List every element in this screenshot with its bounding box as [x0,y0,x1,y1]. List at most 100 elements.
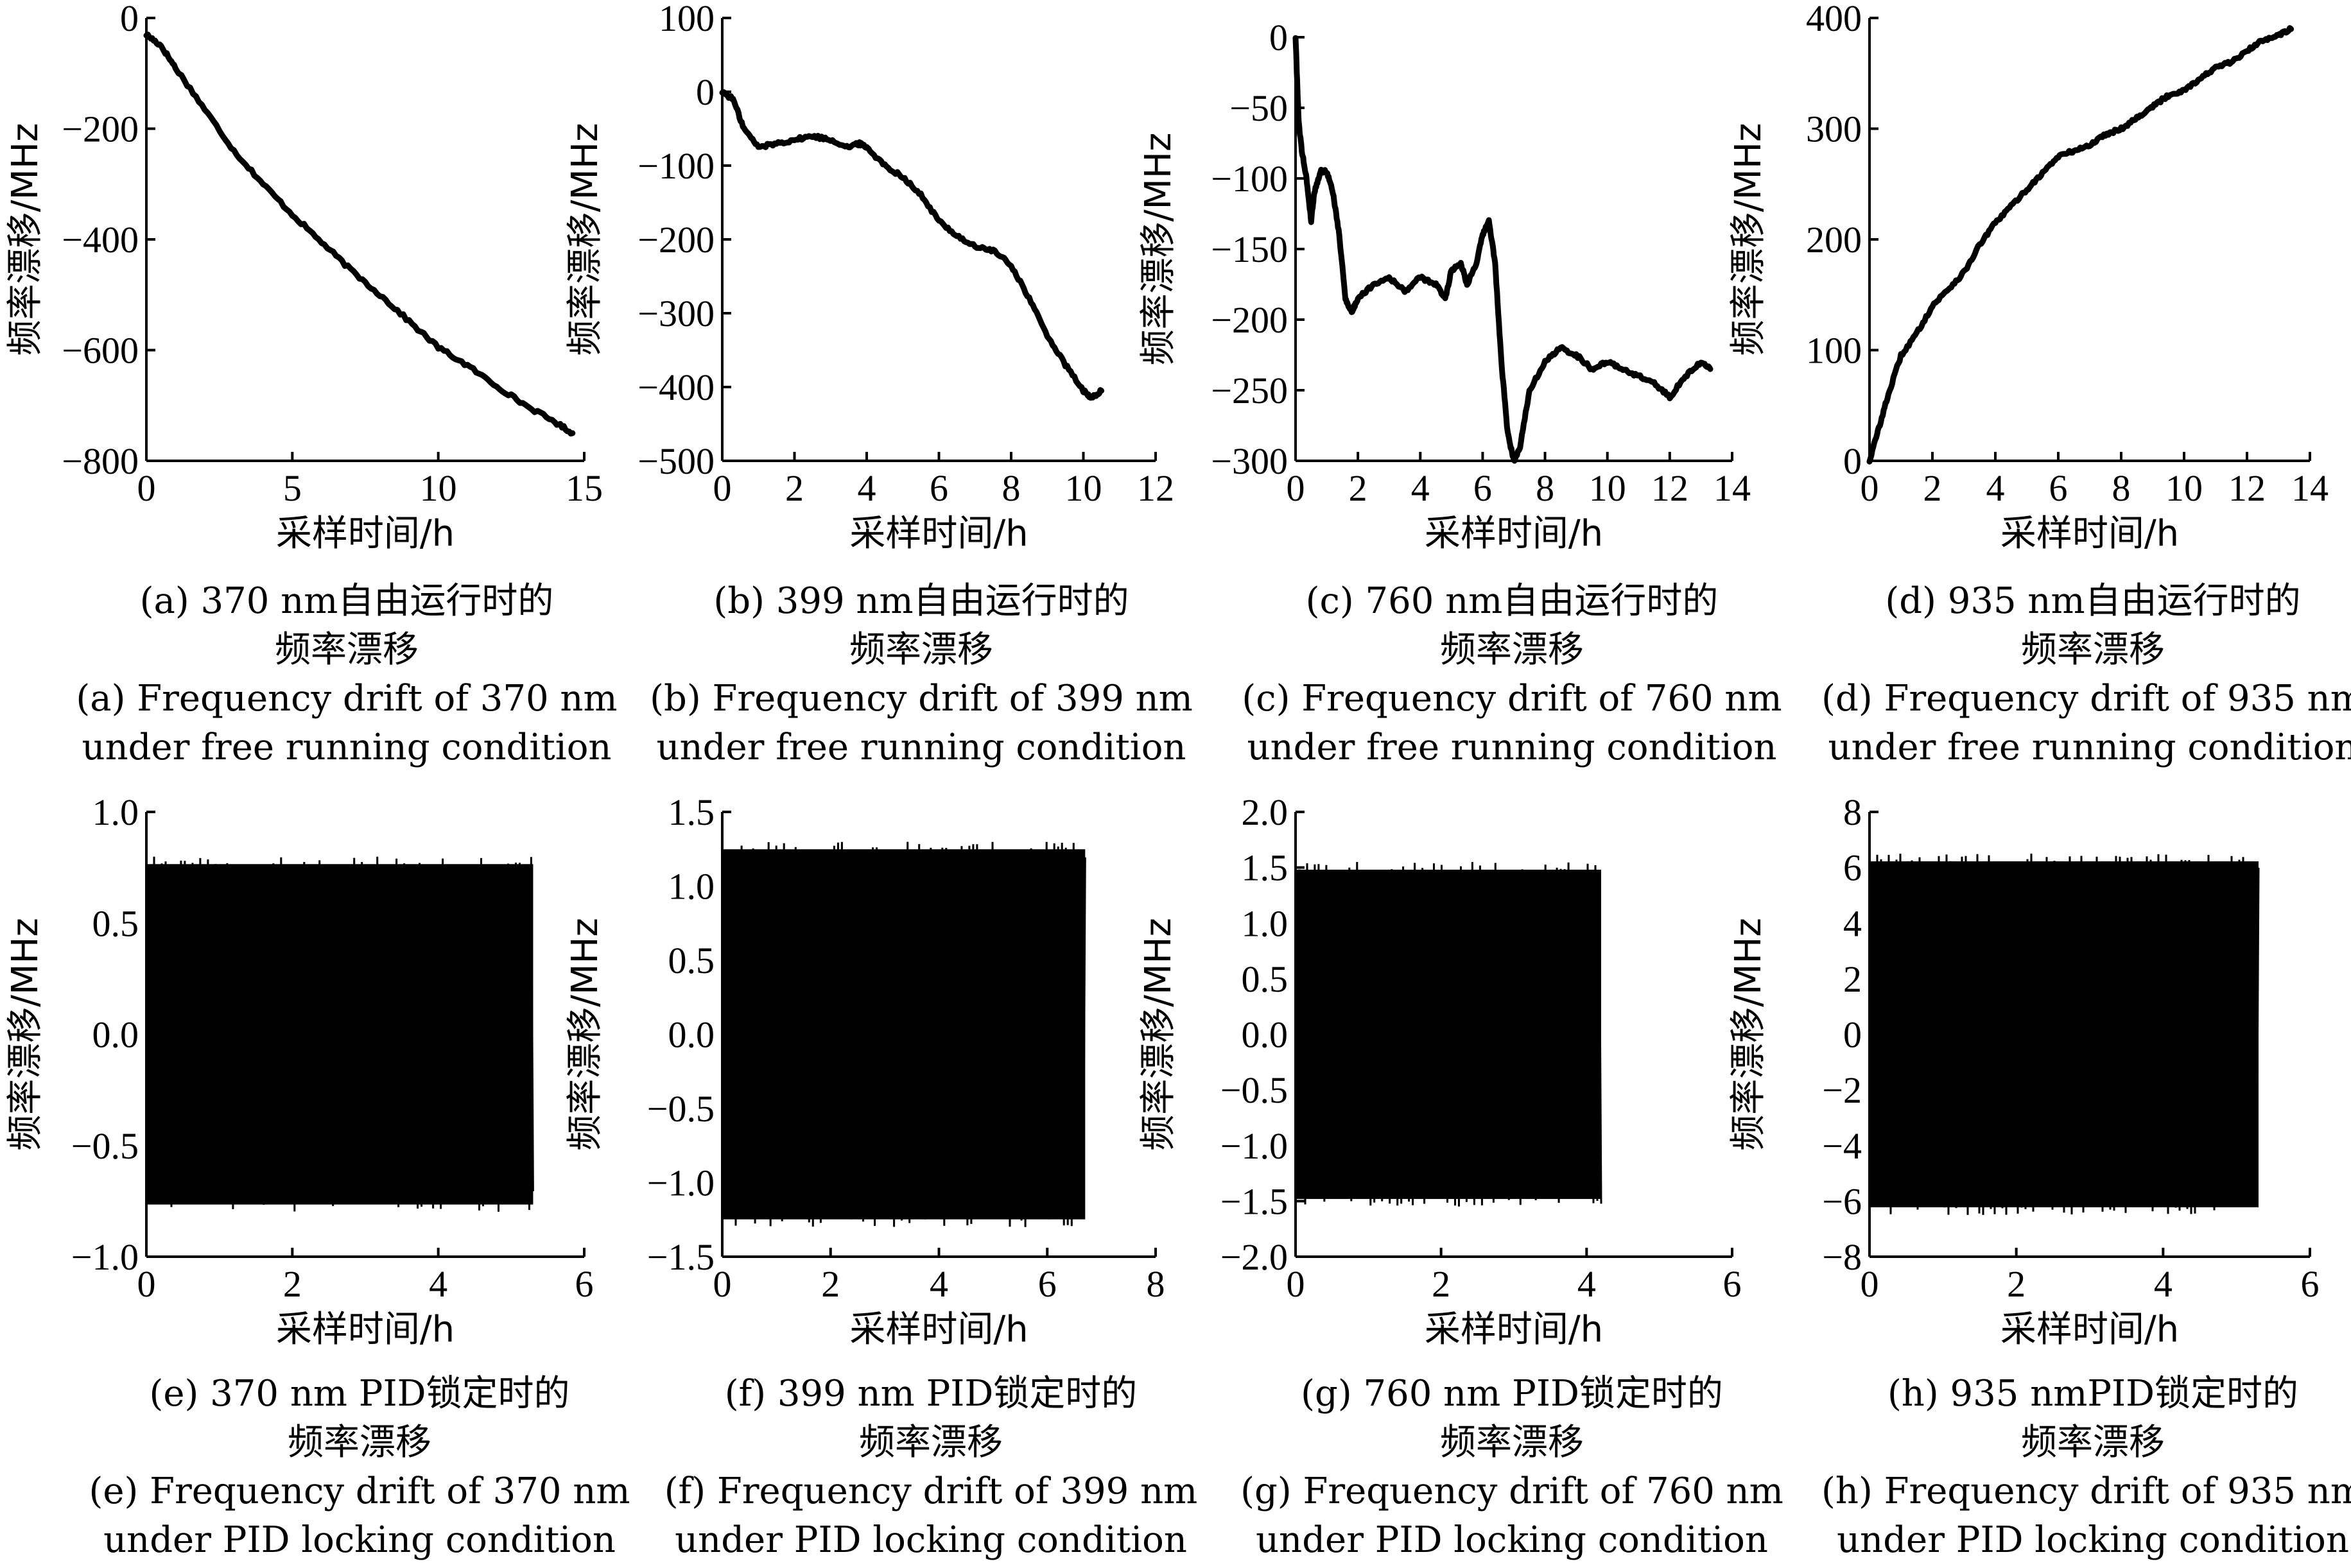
x-axis-label: 采样时间/h [2000,1309,2179,1350]
y-tick-label: 2.0 [1242,791,1288,833]
y-tick-label: 0.0 [92,1014,139,1056]
y-tick-label: 0.0 [668,1014,715,1056]
y-tick-label: 4 [1843,902,1862,944]
x-tick-label: 6 [930,467,948,509]
x-tick-label: 4 [1411,467,1430,509]
y-tick-label: −200 [62,108,139,150]
caption-line: under free running condition [657,727,1186,768]
x-tick-label: 8 [1002,467,1021,509]
caption-line: (b) Frequency drift of 399 nm [650,678,1193,719]
x-tick-label: 2 [1349,467,1367,509]
caption-line: (c) 760 nm自由运行时的 [1306,580,1719,622]
y-tick-label: −300 [638,293,715,334]
y-tick-label: −150 [1211,228,1288,270]
chart-g: 0 2 4 6 −2.0 −1.5 −1.0 −0.5 0.0 0.5 1.0 1.5 2.0 采样时间/… [1138,791,1783,1561]
x-axis-label: 采样时间/h [276,1309,455,1350]
y-tick-label: 0.5 [92,902,139,944]
caption-line: (h) 935 nmPID锁定时的 [1887,1373,2298,1415]
x-axis-label: 采样时间/h [849,1309,1028,1350]
x-tick-label: 4 [858,467,876,509]
x-tick-label: 0 [1861,467,1879,509]
y-tick-label: −100 [638,145,715,187]
x-tick-label: 4 [2154,1263,2173,1305]
y-axis-label: 频率漂移/MHz [564,123,606,356]
y-tick-label: −4 [1822,1125,1862,1167]
x-tick-label: 12 [1137,467,1174,509]
y-tick-label: 1.5 [668,791,715,833]
y-tick-label: 100 [1806,330,1862,372]
caption-line: under free running condition [82,727,612,768]
y-axis-label: 频率漂移/MHz [4,918,46,1151]
x-tick-label: 10 [420,467,457,509]
x-tick-label: 6 [1473,467,1492,509]
y-tick-label: −400 [638,366,715,408]
chart-a: 0 5 10 15 −800 −600 −400 −200 0 采样时间/h 频率漂移/MHz (a)… [4,0,618,768]
x-tick-label: 10 [2165,467,2203,509]
caption-line: (g) 760 nm PID锁定时的 [1301,1373,1723,1415]
y-tick-label: −8 [1822,1236,1862,1278]
caption-line: (d) 935 nm自由运行时的 [1885,580,2300,622]
caption-line: 频率漂移 [1440,629,1584,671]
y-tick-label: −600 [62,330,139,372]
y-axis-label: 频率漂移/MHz [4,123,46,356]
chart-e: 0 2 4 6 −1.0 −0.5 0.0 0.5 1.0 采样时间/h 频率漂移/MHz (e) 3… [4,791,630,1561]
x-tick-label: 4 [930,1263,948,1305]
caption-line: 频率漂移 [2021,1422,2165,1463]
x-axis-label: 采样时间/h [276,513,455,555]
x-tick-label: 12 [2228,467,2266,509]
y-tick-label: −250 [1211,370,1288,411]
signal-trace [721,841,1086,1227]
y-tick-label: −0.5 [71,1125,139,1167]
caption-line: 频率漂移 [1440,1422,1584,1463]
x-tick-label: 2 [821,1263,840,1305]
y-tick-label: −6 [1822,1180,1862,1222]
series-line [1292,35,1713,464]
series-line [1866,25,2295,465]
x-tick-label: 2 [1432,1263,1450,1305]
x-tick-label: 4 [429,1263,447,1305]
y-tick-label: −300 [1211,440,1288,482]
caption-line: 频率漂移 [849,629,993,671]
caption-line: (g) Frequency drift of 760 nm [1240,1470,1783,1512]
chart-b: 0 2 4 6 8 10 12 −500 −400 −300 −200 −100 0 100 采样时间/h 频… [564,0,1193,768]
caption-line: under PID locking condition [1837,1519,2349,1561]
x-tick-label: 0 [137,467,156,509]
chart-h: 0 2 4 6 −8 −6 −4 −2 0 2 4 6 8 采样时间/h 频率漂移/MHz (h) 935 n… [1728,791,2351,1561]
caption-line: 频率漂移 [288,1422,431,1463]
x-axis-label: 采样时间/h [2000,513,2179,555]
series-line [719,89,1105,401]
y-tick-label: 0 [1843,1014,1862,1056]
x-axis-label: 采样时间/h [849,513,1028,555]
series-line [143,31,576,437]
x-tick-label: 5 [283,467,302,509]
x-tick-label: 0 [1287,467,1305,509]
x-tick-label: 2 [785,467,804,509]
y-tick-label: −0.5 [647,1088,715,1130]
x-tick-label: 12 [1651,467,1688,509]
caption-line: under PID locking condition [1256,1519,1768,1561]
y-tick-label: 0 [1269,17,1288,58]
x-tick-label: 8 [2112,467,2131,509]
signal-trace [145,856,534,1212]
x-tick-label: 6 [2049,467,2068,509]
caption-line: under free running condition [1828,727,2351,768]
y-tick-label: −1.0 [1220,1125,1288,1167]
caption-line: under PID locking condition [103,1519,616,1561]
x-tick-label: 0 [1287,1263,1305,1305]
y-tick-label: −1.5 [1220,1180,1288,1222]
x-axis-label: 采样时间/h [1425,513,1603,555]
caption-line: (h) Frequency drift of 935 nm [1821,1470,2351,1512]
y-tick-label: 0 [120,0,139,39]
y-tick-label: 400 [1806,0,1862,39]
caption-line: under PID locking condition [675,1519,1187,1561]
y-tick-label: −200 [638,219,715,261]
x-tick-label: 6 [1038,1263,1057,1305]
caption-line: (e) 370 nm PID锁定时的 [150,1373,570,1415]
caption-line: (b) 399 nm自由运行时的 [713,580,1129,622]
y-tick-label: −1.0 [647,1162,715,1204]
y-axis-label: 频率漂移/MHz [1138,918,1179,1151]
y-tick-label: −1.0 [71,1236,139,1278]
y-tick-label: −500 [638,440,715,482]
y-tick-label: 0.5 [1242,958,1288,1000]
